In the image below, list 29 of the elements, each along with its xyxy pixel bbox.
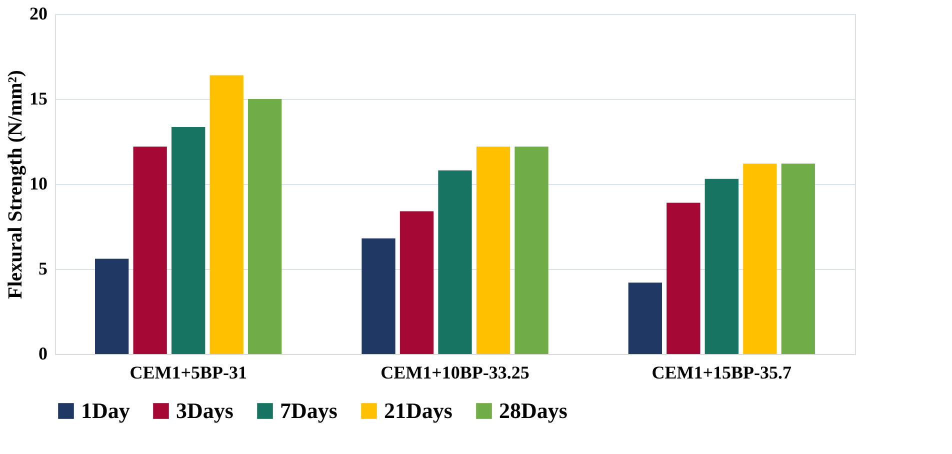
bar	[248, 99, 282, 354]
legend-label: 7Days	[280, 398, 338, 423]
bar	[704, 178, 738, 354]
bar	[210, 75, 244, 354]
bar	[781, 164, 815, 354]
bar	[400, 211, 434, 354]
y-axis-title: Flexural Strength (N/mm²)	[4, 70, 26, 299]
legend-label: 21Days	[384, 398, 453, 423]
y-tick-label: 15	[30, 88, 48, 108]
legend-label: 28Days	[499, 398, 568, 423]
bar	[628, 282, 662, 354]
bar	[476, 146, 510, 354]
bar	[362, 238, 396, 354]
bar	[514, 146, 548, 354]
bar	[172, 127, 206, 354]
y-tick-label: 5	[38, 258, 48, 278]
bar	[743, 164, 777, 354]
bar	[438, 170, 472, 354]
x-tick-label: CEM1+10BP-33.25	[380, 362, 530, 382]
bar	[95, 258, 129, 354]
y-tick-label: 20	[30, 4, 48, 24]
legend-label: 3Days	[176, 398, 234, 423]
y-tick-label: 0	[38, 344, 48, 364]
x-tick-label: CEM1+15BP-35.7	[652, 362, 792, 382]
legend-label: 1Day	[81, 398, 130, 423]
y-tick-label: 10	[30, 174, 48, 194]
bar	[133, 146, 167, 354]
bar	[666, 202, 700, 354]
x-tick-label: CEM1+5BP-31	[130, 362, 247, 382]
